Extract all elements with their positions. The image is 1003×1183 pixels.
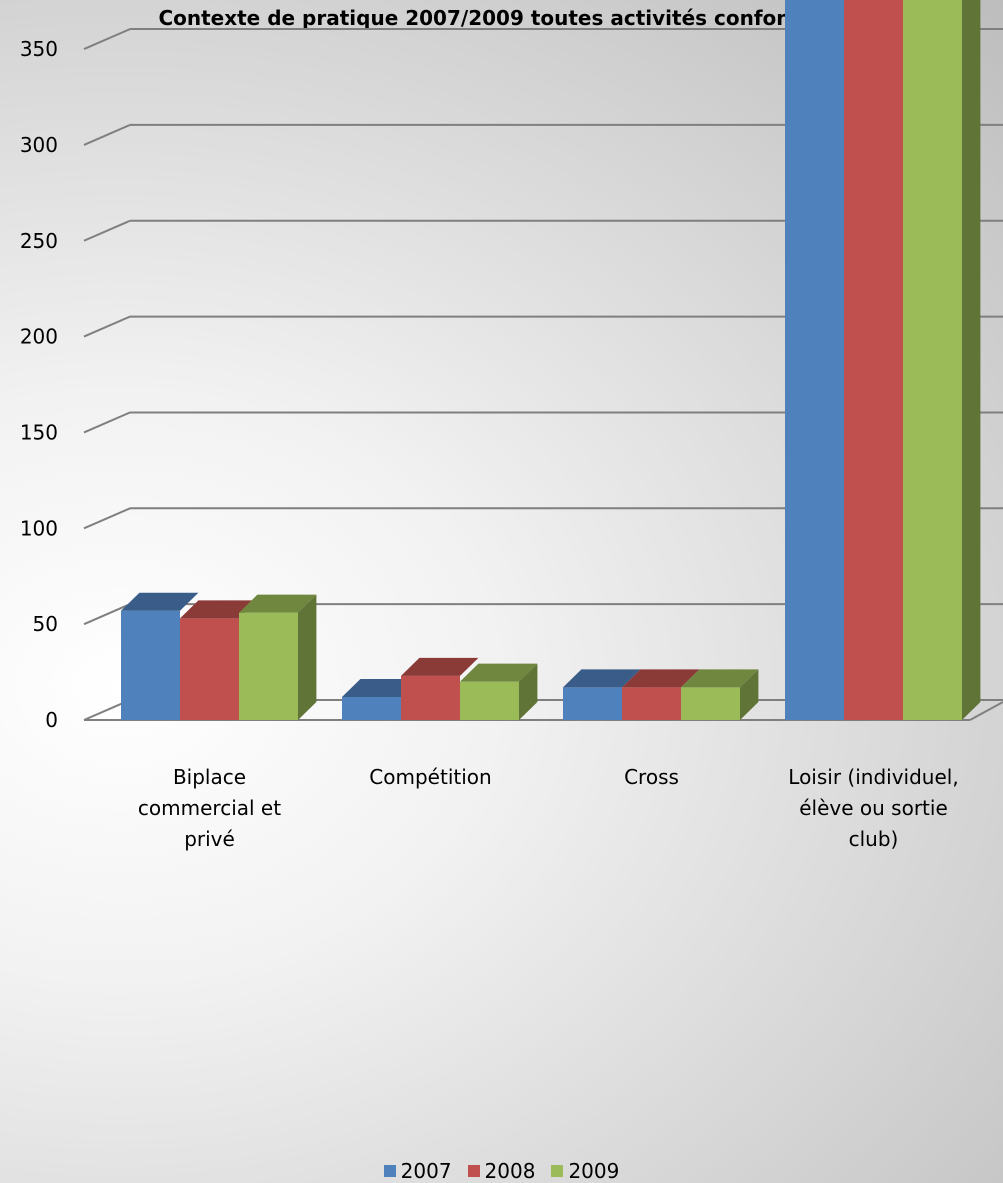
bar-top-2008-1 xyxy=(401,657,479,676)
bar-side-2009-0 xyxy=(298,594,317,720)
chart-title: Contexte de pratique 2007/2009 toutes ac… xyxy=(158,6,845,30)
x-category-label-3-line-0: Loisir (individuel, xyxy=(788,765,958,789)
x-category-label-0-line-0: Biplace xyxy=(173,765,246,789)
bar-side-2009-2 xyxy=(740,669,759,720)
bar-top-2007-2 xyxy=(563,669,641,688)
bar-2008-1 xyxy=(401,675,460,720)
bar-top-2009-2 xyxy=(681,669,759,688)
y-tick-label-350: 350 xyxy=(20,37,58,61)
legend-swatch-2007 xyxy=(383,1165,396,1177)
bar-top-2009-0 xyxy=(239,594,317,613)
gridline-diag-300 xyxy=(83,123,131,146)
gridline-diag-350 xyxy=(83,28,131,50)
bar-top-2007-0 xyxy=(121,592,199,611)
legend-item-2009: 2009 xyxy=(551,1159,619,1183)
legend-item-2008: 2008 xyxy=(467,1159,536,1183)
bar-2007-1 xyxy=(342,696,401,720)
bar-2008-3 xyxy=(844,0,903,721)
legend-label-2009: 2009 xyxy=(568,1159,620,1183)
bar-2009-0 xyxy=(239,612,298,720)
bar-top-2008-0 xyxy=(180,600,258,619)
gridline-diag-200 xyxy=(83,315,131,338)
bar-2007-3 xyxy=(785,0,844,720)
x-category-label-0-line-2: privé xyxy=(184,827,235,851)
x-category-label-2-line-0: Cross xyxy=(624,765,679,789)
y-tick-label-150: 150 xyxy=(20,420,58,444)
bar-side-2009-1 xyxy=(519,663,538,720)
gridline-diag-250 xyxy=(83,219,131,242)
x-category-label-1-line-0: Compétition xyxy=(369,765,491,789)
bar-top-2007-1 xyxy=(342,678,420,697)
gridline-diag-100 xyxy=(83,507,131,530)
legend-item-2007: 2007 xyxy=(383,1159,452,1183)
legend-swatch-2008 xyxy=(467,1165,480,1177)
y-tick-label-50: 50 xyxy=(33,612,58,636)
chart-legend: 2007 2008 2009 xyxy=(0,1159,1003,1183)
y-tick-label-0: 0 xyxy=(45,708,58,732)
bar-top-2009-1 xyxy=(460,663,538,682)
y-tick-label-100: 100 xyxy=(20,516,58,540)
bar-2008-0 xyxy=(180,618,239,720)
legend-swatch-2009 xyxy=(551,1165,564,1177)
bar-top-2008-2 xyxy=(622,669,700,688)
x-category-label-0-line-1: commercial et xyxy=(138,796,281,820)
floor-right-edge xyxy=(969,701,1003,721)
x-category-label-3-line-1: élève ou sortie xyxy=(799,796,948,820)
gridline-diag-150 xyxy=(83,411,131,434)
bar-side-2009-3 xyxy=(962,0,981,720)
legend-label-2008: 2008 xyxy=(484,1159,536,1183)
bar-2007-0 xyxy=(121,610,180,720)
bar-2009-3 xyxy=(903,0,962,721)
x-category-label-3-line-2: club) xyxy=(849,827,899,851)
gridline-diag-50 xyxy=(83,603,131,626)
bar-2009-2 xyxy=(681,687,740,720)
bar-2009-1 xyxy=(460,681,519,720)
y-tick-label-300: 300 xyxy=(20,133,58,157)
y-tick-label-250: 250 xyxy=(20,229,58,253)
bar-2008-2 xyxy=(622,687,681,720)
legend-label-2007: 2007 xyxy=(400,1159,452,1183)
y-tick-label-200: 200 xyxy=(20,325,58,349)
bar-2007-2 xyxy=(563,687,622,720)
